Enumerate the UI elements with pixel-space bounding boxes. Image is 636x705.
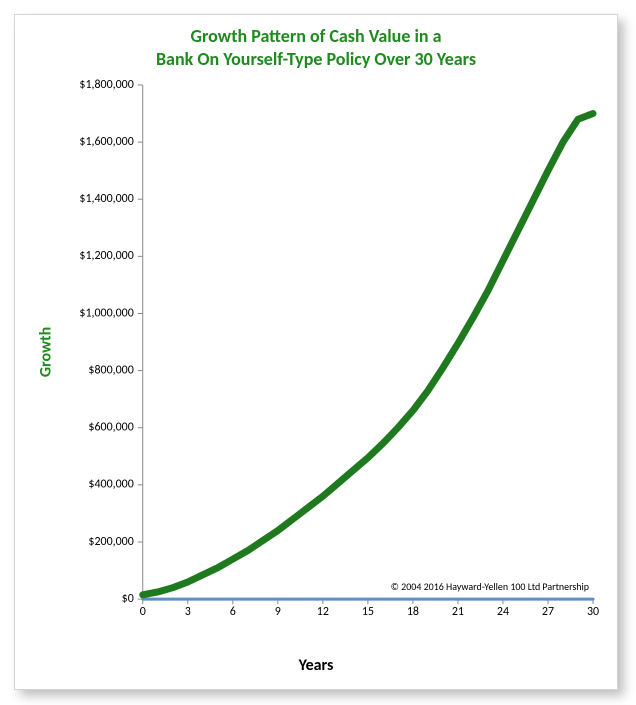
y-tick-label: $800,000 (88, 363, 133, 377)
y-tick-label: $1,200,000 (79, 249, 133, 263)
y-tick-label: $600,000 (88, 421, 133, 435)
x-tick-label: 18 (407, 605, 419, 619)
x-tick-label: 3 (185, 605, 191, 619)
y-tick-label: $1,000,000 (79, 306, 133, 320)
x-tick-label: 9 (275, 605, 281, 619)
y-tick-label: $1,600,000 (79, 135, 133, 149)
copyright-text: © 2004 2016 Hayward-Yellen 100 Ltd Partn… (391, 581, 589, 593)
chart-card: Growth Pattern of Cash Value in a Bank O… (14, 14, 618, 690)
chart-svg: $0 $200,000 $400,000 $600,000 $800,000 $1,000… (75, 79, 599, 629)
y-tick-label: $400,000 (88, 478, 133, 492)
plot-area: $0 $200,000 $400,000 $600,000 $800,000 $1,000… (75, 79, 599, 629)
y-axis-label: Growth (37, 327, 56, 377)
chart-title: Growth Pattern of Cash Value in a Bank O… (15, 25, 617, 70)
x-tick-label: 30 (587, 605, 599, 619)
y-tick-label: $1,800,000 (79, 79, 133, 92)
x-tick-label: 24 (497, 605, 509, 619)
x-tick-label: 0 (140, 605, 146, 619)
x-tick-label: 12 (317, 605, 329, 619)
x-tick-label: 27 (542, 605, 554, 619)
x-axis-label: Years (15, 656, 617, 675)
x-tick-label: 15 (362, 605, 374, 619)
y-tick-label: $1,400,000 (79, 192, 133, 206)
x-tick-label: 21 (452, 605, 464, 619)
y-tick-label: $200,000 (88, 535, 133, 549)
y-tick-label: $0 (122, 592, 134, 606)
series-cash_value_growth (143, 114, 593, 595)
x-tick-label: 6 (230, 605, 236, 619)
